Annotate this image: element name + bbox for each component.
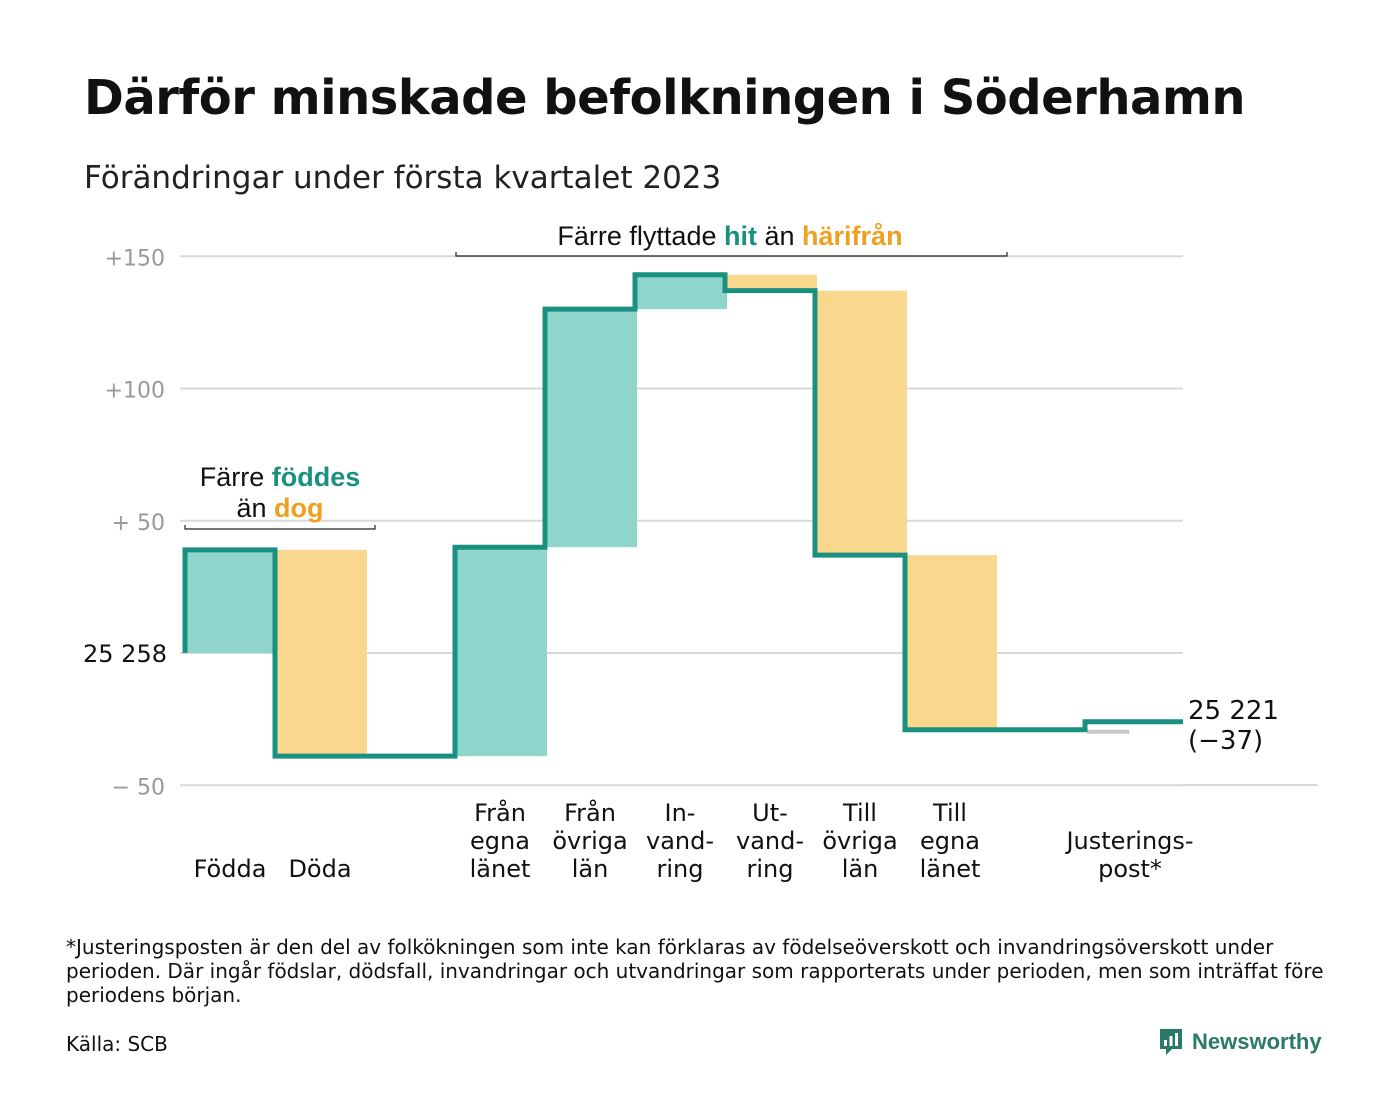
x-axis-label: Justerings-: [1064, 827, 1193, 855]
bar: [457, 547, 547, 757]
x-axis-label: Ut-: [752, 799, 788, 827]
births-annotation-line1: Färre föddes: [200, 462, 361, 492]
y-tick-label: +100: [105, 379, 165, 404]
cumulative-step-line: [182, 272, 1183, 759]
bars: [187, 274, 1130, 757]
x-axis-label: Till: [842, 799, 877, 827]
bar: [817, 290, 907, 556]
births-annotation-line2: än dog: [236, 493, 323, 523]
waterfall-chart: +150 +100 + 50 25 258 − 50 25 221(−37) Födda D…: [83, 221, 1318, 883]
x-axis-label: Döda: [288, 855, 351, 883]
newsworthy-logo-icon: [1160, 1029, 1182, 1055]
x-axis-label: Från: [564, 798, 616, 827]
bar: [727, 274, 817, 291]
page-subtitle: Förändringar under första kvartalet 2023: [84, 160, 722, 196]
y-axis-labels: +150 +100 + 50 25 258 − 50 25 221(−37): [83, 246, 1279, 800]
start-value-label: 25 258: [83, 640, 167, 668]
x-axis-label: post*: [1098, 855, 1162, 883]
newsworthy-logo: Newsworthy: [1158, 1027, 1322, 1057]
migration-bracket: [455, 252, 1008, 257]
y-tick-label: + 50: [112, 511, 165, 536]
y-tick-label: +150: [105, 246, 165, 271]
end-change-label: (−37): [1188, 726, 1263, 756]
births-bracket: [184, 525, 376, 530]
page-title: Därför minskade befolkningen i Söderhamn: [84, 70, 1246, 126]
step-line: [182, 272, 1183, 759]
x-axis-label: ring: [657, 855, 704, 883]
x-axis-label: övriga: [822, 827, 897, 855]
migration-annotation: Färre flyttade hit än härifrån: [557, 221, 902, 251]
x-axis-label: egna: [920, 827, 980, 855]
bar: [187, 549, 277, 653]
x-axis-label: län: [842, 855, 879, 883]
logo-text: Newsworthy: [1192, 1029, 1322, 1054]
x-axis-label: län: [572, 855, 609, 883]
bar: [907, 555, 997, 730]
bar: [637, 274, 727, 310]
y-tick-label: − 50: [112, 775, 165, 800]
x-axis-label: vand-: [646, 827, 714, 855]
x-axis-label: vand-: [736, 827, 804, 855]
x-axis-label: Från: [474, 798, 526, 827]
bar: [547, 309, 637, 548]
x-axis-label: länet: [920, 855, 981, 883]
end-value-label: 25 221: [1188, 696, 1279, 726]
x-axis-label: ring: [747, 855, 794, 883]
x-axis-label: övriga: [552, 827, 627, 855]
x-axis-label: egna: [470, 827, 530, 855]
x-axis-labels: Födda DödaFrånegnalänetFrånövrigalänIn-va…: [194, 798, 1194, 883]
bar: [277, 549, 367, 757]
footnote: *Justeringsposten är den del av folkökni…: [66, 935, 1324, 1007]
bar: [1087, 729, 1130, 734]
source-label: Källa: SCB: [66, 1032, 168, 1056]
x-axis-label: länet: [470, 855, 531, 883]
x-axis-label: Födda: [194, 855, 267, 883]
x-axis-label: Till: [932, 799, 967, 827]
x-axis-label: In-: [665, 799, 696, 827]
